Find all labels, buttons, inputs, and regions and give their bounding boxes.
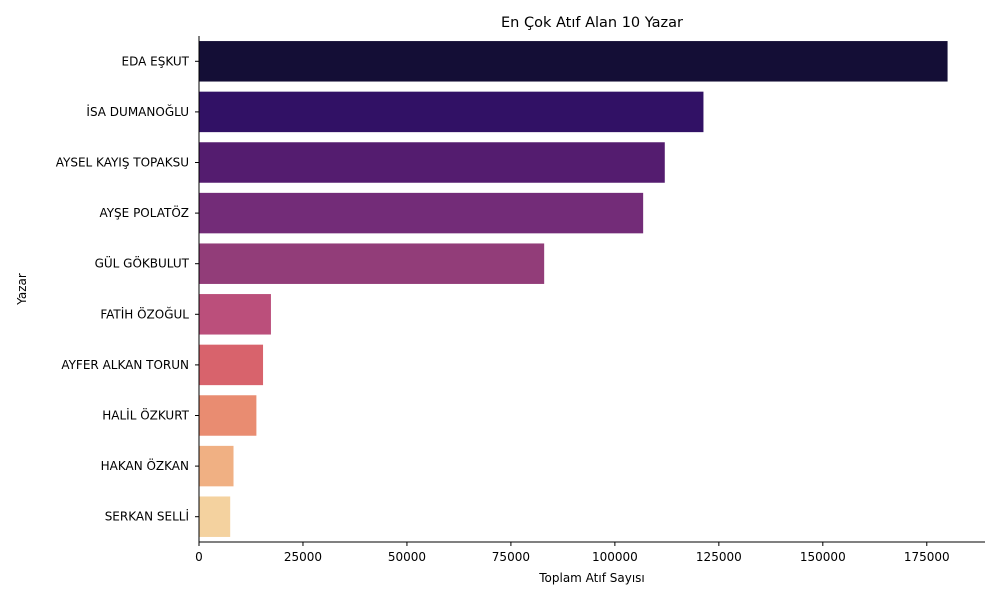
- y-axis-title: Yazar: [15, 273, 29, 306]
- category-label: HAKAN ÖZKAN: [101, 457, 189, 473]
- x-tick-label: 175000: [904, 550, 950, 564]
- category-label: AYSEL KAYIŞ TOPAKSU: [56, 156, 189, 170]
- category-label: AYŞE POLATÖZ: [99, 204, 189, 220]
- bar: [199, 243, 545, 284]
- x-axis-ticks: 0 25000 50000 75000 100000 125000 150000 175000: [195, 542, 950, 564]
- x-tick-label: 150000: [800, 550, 846, 564]
- x-tick-label: 100000: [592, 550, 638, 564]
- category-label: SERKAN SELLİ: [105, 509, 189, 524]
- bars-group: [199, 41, 948, 537]
- bar: [199, 142, 665, 183]
- category-label: AYFER ALKAN TORUN: [61, 358, 189, 372]
- category-labels: EDA EŞKUT İSA DUMANOĞLU AYSEL KAYIŞ TOPAKS…: [56, 54, 199, 524]
- x-tick-label: 75000: [492, 550, 530, 564]
- category-label: FATİH ÖZOĞUL: [100, 305, 189, 321]
- bar: [199, 496, 231, 537]
- category-label: EDA EŞKUT: [122, 54, 190, 68]
- x-tick-label: 25000: [284, 550, 322, 564]
- chart-title: En Çok Atıf Alan 10 Yazar: [501, 15, 683, 31]
- bar: [199, 192, 644, 234]
- x-axis-title: Toplam Atıf Sayısı: [538, 571, 645, 585]
- bar: [199, 395, 257, 436]
- bar: [199, 445, 234, 487]
- x-tick-label: 50000: [388, 550, 426, 564]
- category-label: GÜL GÖKBULUT: [95, 255, 190, 271]
- bar: [199, 344, 264, 386]
- x-tick-label: 0: [195, 550, 203, 564]
- bar: [199, 91, 704, 133]
- bar: [199, 41, 948, 82]
- category-label: İSA DUMANOĞLU: [86, 104, 189, 119]
- category-label: HALİL ÖZKURT: [102, 407, 189, 423]
- x-tick-label: 125000: [696, 550, 742, 564]
- bar: [199, 294, 271, 335]
